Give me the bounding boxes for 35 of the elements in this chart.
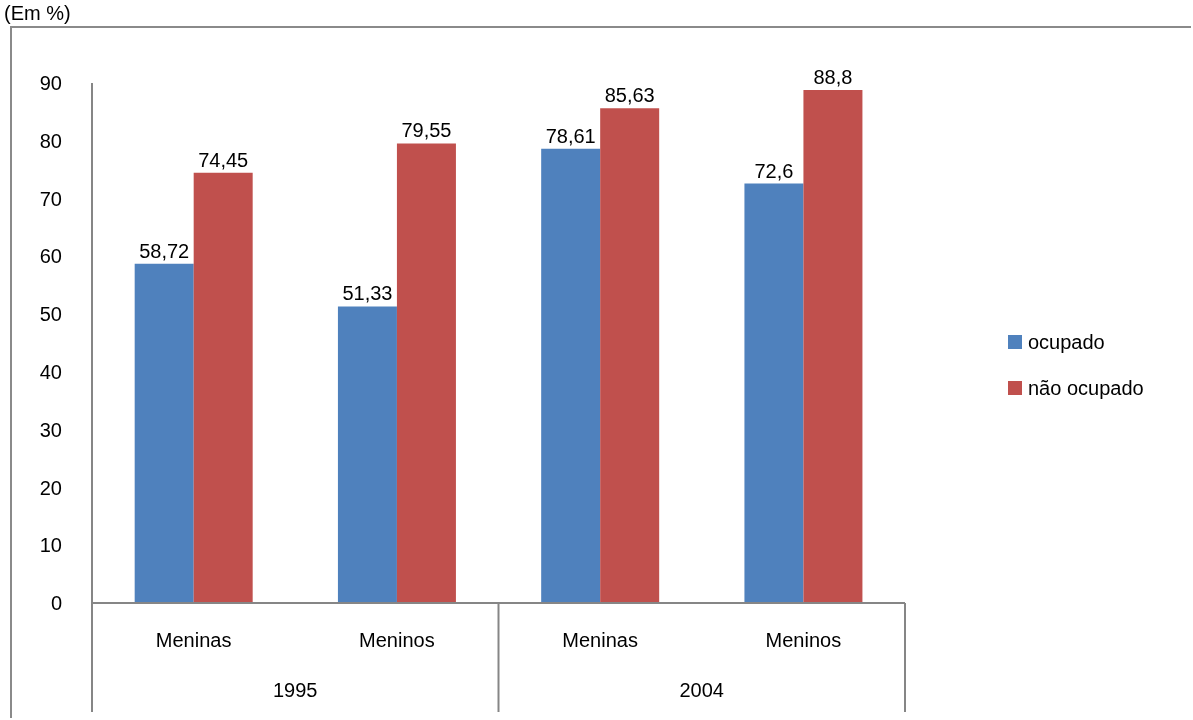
data-label: 72,6 [754,159,794,182]
bar [600,108,660,603]
y-tick-label: 40 [39,360,62,383]
data-label: 79,55 [401,119,452,142]
legend-label: ocupado [1028,330,1105,354]
data-label: 85,63 [604,84,655,107]
bar [744,183,804,603]
y-tick-label: 30 [39,418,62,441]
text: 2004 [679,679,724,701]
data-label: 88,8 [813,65,853,88]
data-label: 78,61 [545,124,596,147]
y-tick-label: 50 [39,303,62,326]
legend-label: não ocupado [1028,376,1144,400]
y-tick-label: 70 [39,187,62,210]
bar [396,143,456,603]
bar [134,263,194,603]
bar [803,89,863,603]
y-tick-label: 90 [39,72,62,95]
text: 1995 [273,679,318,701]
y-tick-label: 80 [39,129,62,152]
bar [193,172,253,603]
y-tick-label: 60 [39,245,62,268]
x-tick-label: Meninos [359,629,435,652]
x-tick-label: Meninos [765,629,842,652]
y-tick-label: 20 [39,476,62,499]
y-tick-label: 0 [50,592,62,615]
data-label: 74,45 [198,148,249,171]
y-axis-title: (Em %) [4,2,71,24]
y-tick-label: 10 [39,534,62,557]
x-tick-label: Meninas [155,629,232,652]
bar [337,306,397,603]
data-label: 58,72 [139,239,190,262]
data-label: 51,33 [342,282,393,305]
x-tick-label: Meninas [562,629,638,652]
bar [541,148,601,603]
